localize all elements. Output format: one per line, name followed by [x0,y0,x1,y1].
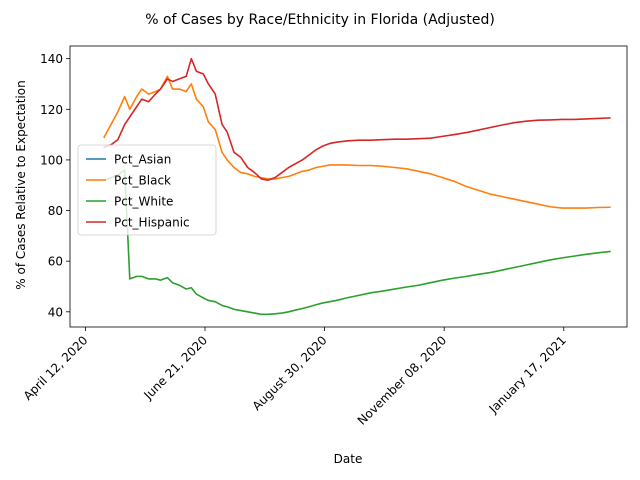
x-axis: April 12, 2020 June 21, 2020 August 30, 20… [21,327,569,428]
chart-title: % of Cases by Race/Ethnicity in Florida … [145,12,495,28]
axes-frame [69,45,628,328]
y-axis-label: % of Cases Relative to Expectation [14,80,28,289]
x-axis-label: Date [334,452,363,466]
legend-label: Pct_Black [114,174,171,188]
legend-box [77,144,217,236]
x-tick-label: November 08, 2020 [355,333,450,428]
y-tick-label: 100 [40,153,63,167]
series-line-pct-black [103,75,611,209]
legend-label: Pct_Asian [114,153,171,167]
series-line-pct-white [103,169,611,316]
x-tick-label: January 17, 2021 [486,333,569,416]
legend-label: Pct_Hispanic [114,216,190,230]
x-tick-label: April 12, 2020 [21,333,91,403]
x-tick-label: August 30, 2020 [250,333,330,413]
y-tick-label: 40 [48,305,63,319]
x-tick-label: June 21, 2020 [141,333,211,403]
plot-area [103,57,611,316]
series-line-pct-hispanic [103,57,611,181]
y-tick-label: 120 [40,103,63,117]
y-tick-label: 140 [40,52,63,66]
legend: Pct_Asian Pct_Black Pct_White Pct_Hispanic [77,144,217,236]
y-tick-label: 80 [48,204,63,218]
legend-label: Pct_White [114,195,173,209]
y-tick-label: 60 [48,255,63,269]
y-axis: 40 60 80 100 120 140 [40,52,70,319]
